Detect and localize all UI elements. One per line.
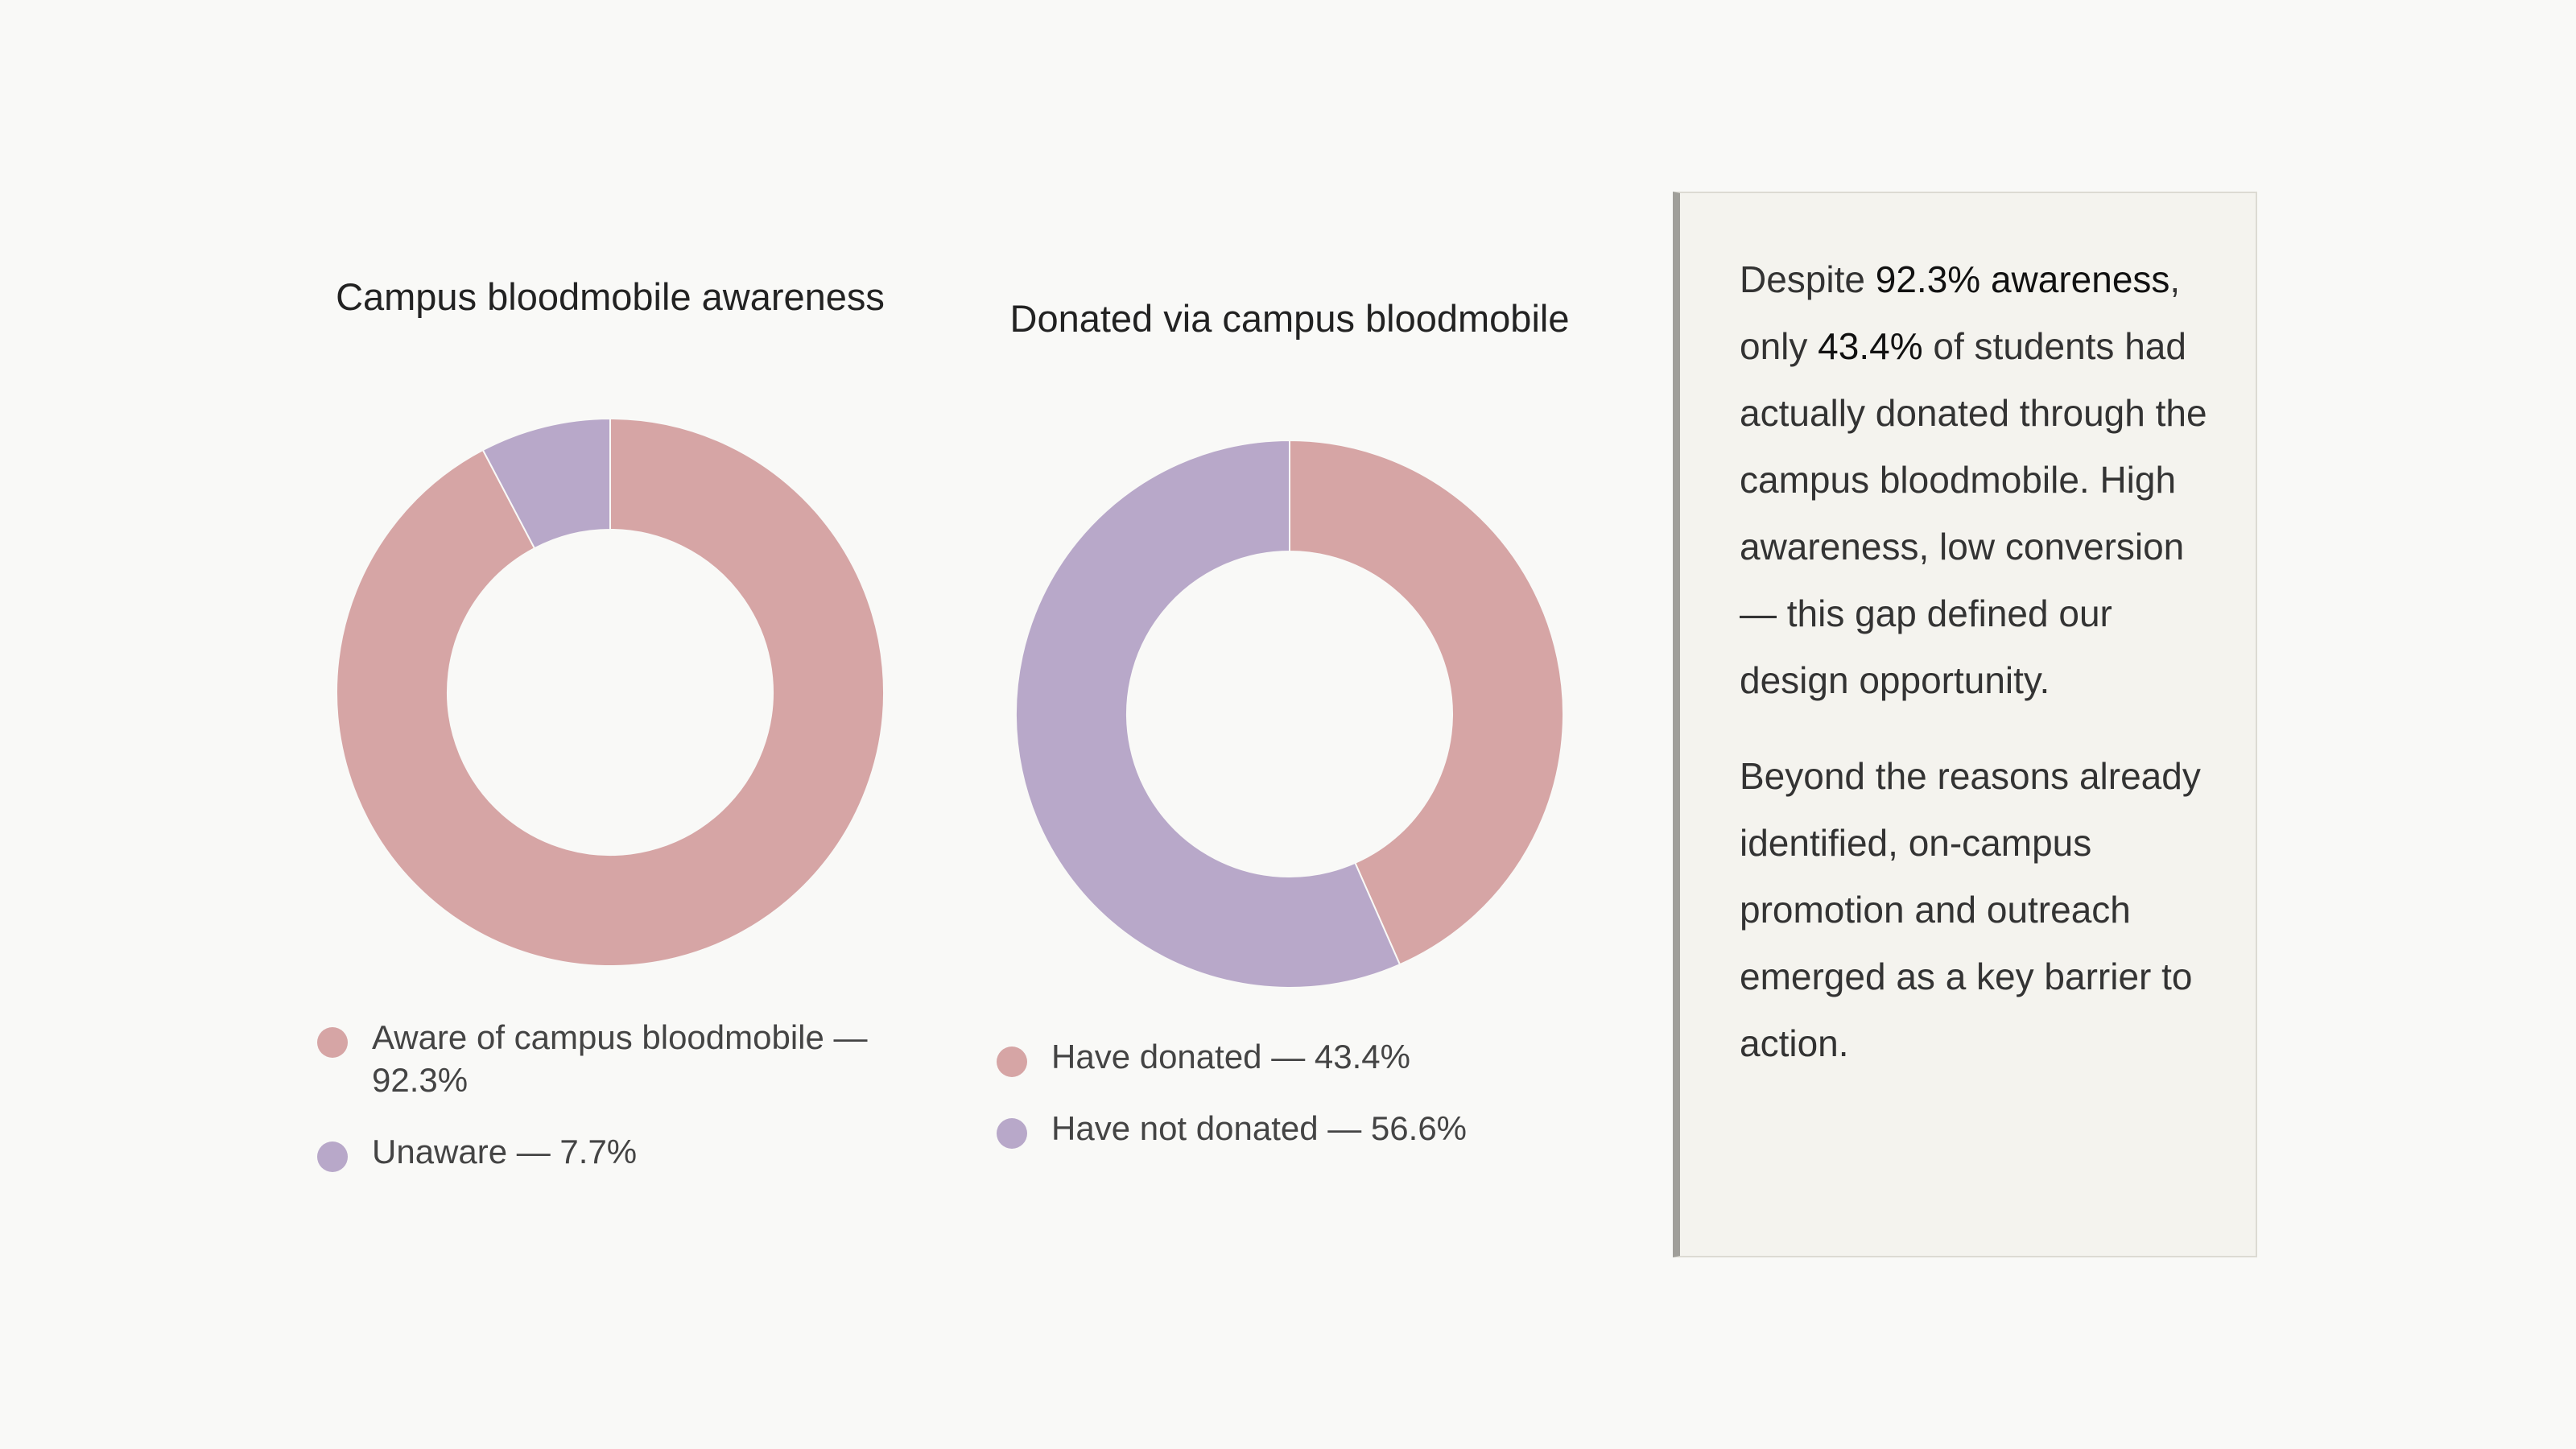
legend-label: Aware of campus bloodmobile — 92.3%: [372, 1018, 868, 1099]
chart-legend: Aware of campus bloodmobile — 92.3% Unaw…: [316, 1016, 911, 1202]
legend-label: Have donated — 43.4%: [1051, 1038, 1410, 1075]
donation-chart: Donated via campus bloodmobile Have dona…: [984, 0, 1596, 1449]
barrier-paragraph: Beyond the reasons already identified, o…: [1740, 755, 2201, 1064]
donut-slice-aware-of-campus-bloodmobile: [336, 417, 885, 967]
legend-swatch-have-not-donated: [997, 1118, 1027, 1149]
donut-slice-unaware: [481, 417, 611, 550]
chart-title: Campus bloodmobile awareness: [336, 275, 885, 318]
awareness-stat: 92.3% awareness: [1875, 258, 2170, 300]
legend-swatch-unaware: [317, 1141, 348, 1172]
legend-item-have-not-donated: Have not donated — 56.6%: [995, 1107, 1591, 1150]
chart-title: Donated via campus bloodmobile: [1009, 297, 1570, 340]
insight-text-mid: , only: [1740, 258, 2181, 367]
legend-item-unaware: Unaware — 7.7%: [316, 1130, 911, 1173]
donation-stat: 43.4%: [1818, 325, 1923, 367]
donut-slice-have-not-donated: [1015, 439, 1402, 989]
legend-swatch-aware: [317, 1027, 348, 1058]
legend-item-aware: Aware of campus bloodmobile — 92.3%: [316, 1016, 911, 1101]
donut-slice-have-donated: [1289, 439, 1564, 966]
legend-item-have-donated: Have donated — 43.4%: [995, 1035, 1591, 1078]
insight-callout: Despite 92.3% awareness, only 43.4% of s…: [1673, 192, 2257, 1257]
legend-label: Have not donated — 56.6%: [1051, 1109, 1468, 1147]
awareness-chart: Campus bloodmobile awareness Aware of ca…: [304, 0, 916, 1449]
insight-text-pre: Despite: [1740, 258, 1876, 300]
chart-legend: Have donated — 43.4% Have not donated — …: [995, 1035, 1591, 1179]
legend-label: Unaware — 7.7%: [372, 1133, 638, 1170]
insight-paragraph: Despite 92.3% awareness, only 43.4% of s…: [1740, 246, 2207, 714]
donut-chart: [1015, 439, 1564, 989]
donut-chart: [336, 417, 885, 967]
legend-swatch-have-donated: [997, 1046, 1027, 1077]
insight-text-post: of students had actually donated through…: [1740, 325, 2207, 701]
